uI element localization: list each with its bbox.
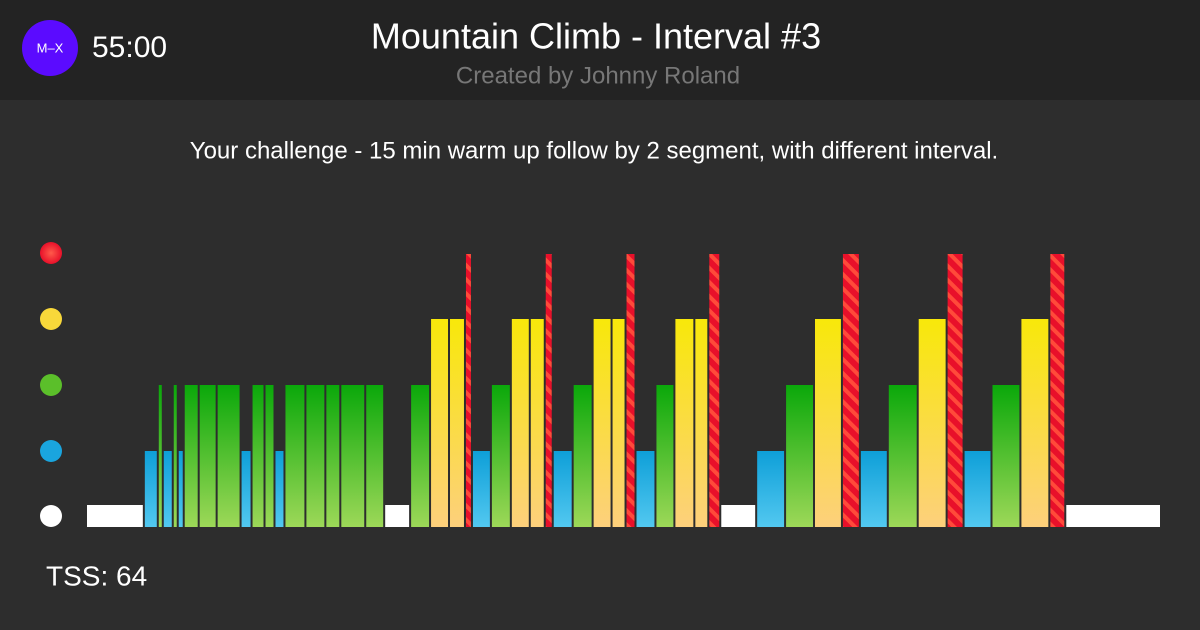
segment-bar — [573, 385, 592, 527]
segment-bar — [947, 254, 963, 527]
segment-bar — [656, 385, 674, 527]
segment-bar — [252, 385, 264, 527]
segment-bar — [860, 451, 887, 527]
segment-bar — [184, 385, 198, 527]
segment-bar — [431, 319, 449, 527]
segment-bar — [158, 385, 162, 527]
segment-bar — [450, 319, 464, 527]
segment-bar — [918, 319, 946, 527]
segment-bar — [385, 505, 410, 527]
segment-bar — [1021, 319, 1049, 527]
segment-bar — [992, 385, 1020, 527]
segment-bar — [511, 319, 529, 527]
segment-bar — [87, 505, 143, 527]
zone-dot — [40, 505, 62, 527]
segment-bar — [964, 451, 991, 527]
segment-bar — [786, 385, 814, 527]
logo-text: M–X — [37, 40, 64, 55]
segment-bar — [636, 451, 655, 527]
segment-bar — [626, 254, 635, 527]
segment-bar — [1050, 254, 1065, 527]
segment-bar — [612, 319, 625, 527]
segment-bar — [275, 451, 284, 527]
segment-bar — [465, 254, 471, 527]
segment-bar — [757, 451, 785, 527]
segment-bar — [285, 385, 305, 527]
segment-bar — [491, 385, 510, 527]
duration: 55:00 — [92, 31, 167, 64]
subtitle: Created by Johnny Roland — [456, 62, 740, 89]
segment-bar — [472, 451, 490, 527]
title: Mountain Climb - Interval #3 — [371, 16, 821, 57]
segment-bar — [144, 451, 157, 527]
segment-bar — [888, 385, 917, 527]
logo — [22, 20, 78, 76]
segment-bar — [709, 254, 720, 527]
segment-bar — [163, 451, 172, 527]
zone-dot — [40, 308, 62, 330]
segment-bar — [545, 254, 552, 527]
segment-bar — [721, 505, 756, 527]
header-bar — [0, 0, 1200, 100]
segment-bar — [695, 319, 708, 527]
segment-bar — [366, 385, 384, 527]
zone-dot — [40, 242, 62, 264]
segments — [87, 254, 1160, 527]
segment-bar — [842, 254, 859, 527]
segment-bar — [178, 451, 183, 527]
segment-bar — [199, 385, 216, 527]
segment-bar — [217, 385, 240, 527]
zone-dot — [40, 440, 62, 462]
segment-bar — [1066, 505, 1160, 527]
segment-bar — [675, 319, 694, 527]
segment-bar — [241, 451, 251, 527]
segment-bar — [265, 385, 274, 527]
segment-bar — [326, 385, 340, 527]
segment-bar — [411, 385, 430, 527]
tss: TSS: 64 — [46, 560, 147, 591]
segment-bar — [173, 385, 177, 527]
segment-bar — [593, 319, 611, 527]
zone-dot — [40, 374, 62, 396]
description: Your challenge - 15 min warm up follow b… — [190, 137, 998, 164]
segment-bar — [341, 385, 365, 527]
segment-bar — [306, 385, 325, 527]
segment-bar — [553, 451, 572, 527]
segment-bar — [815, 319, 841, 527]
segment-bar — [530, 319, 544, 527]
